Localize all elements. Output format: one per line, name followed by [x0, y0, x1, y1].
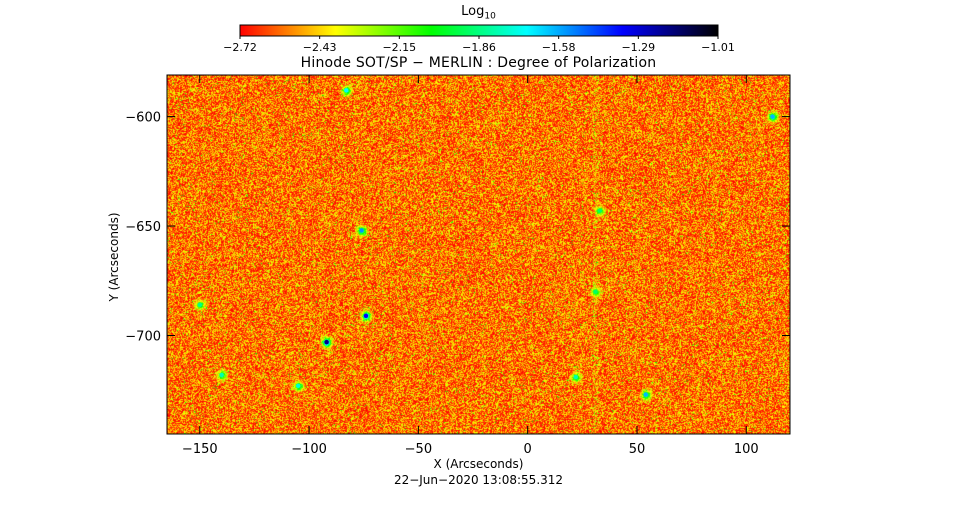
- feature-point: [344, 88, 349, 93]
- x-tick-label: 100: [734, 442, 759, 457]
- x-tick-label: −100: [291, 442, 327, 457]
- colorbar-tick-label: −1.01: [701, 41, 735, 54]
- y-tick-label: −700: [125, 329, 161, 344]
- plot-area: −150 −100 −50 0 50 100 −600 −650 −700: [125, 74, 791, 457]
- x-axis-label: X (Arcseconds): [433, 457, 524, 471]
- colorbar: [239, 24, 719, 37]
- feature-point: [219, 372, 224, 378]
- feature-point: [593, 289, 598, 294]
- feature-point: [295, 383, 301, 389]
- colorbar-tick-label: −2.43: [303, 41, 337, 54]
- y-tick-label: −650: [125, 220, 161, 235]
- colorbar-title: Log10: [461, 4, 496, 22]
- feature-markers: [197, 88, 775, 397]
- feature-point: [197, 302, 202, 308]
- feature-point: [770, 114, 775, 119]
- x-tick-label: −50: [405, 442, 432, 457]
- x-tick-label: 50: [629, 442, 646, 457]
- colorbar-tick-label: −2.15: [382, 41, 416, 54]
- feature-point: [643, 392, 648, 397]
- x-axis: −150 −100 −50 0 50 100: [182, 75, 759, 457]
- feature-point: [324, 339, 329, 345]
- colorbar-ticks: −2.72 −2.43 −2.15 −1.86 −1.58 −1.29 −1.01: [223, 36, 735, 54]
- heatmap-image: [167, 75, 790, 434]
- feature-point: [359, 228, 364, 233]
- y-axis-label: Y (Arcseconds): [107, 212, 121, 302]
- colorbar-tick-label: −1.58: [542, 41, 576, 54]
- timestamp: 22−Jun−2020 13:08:55.312: [393, 473, 564, 487]
- colorbar-tick-label: −1.29: [621, 41, 655, 54]
- x-tick-label: 0: [524, 442, 532, 457]
- colorbar-tick-label: −1.86: [462, 41, 496, 54]
- y-axis: −600 −650 −700: [125, 111, 790, 344]
- feature-point: [573, 374, 578, 380]
- plot-frame: [166, 74, 791, 435]
- feature-point: [363, 313, 369, 318]
- feature-point: [597, 208, 603, 213]
- x-tick-label: −150: [182, 442, 218, 457]
- y-tick-label: −600: [125, 111, 161, 126]
- colorbar-tick-label: −2.72: [223, 41, 257, 54]
- plot-title: Hinode SOT/SP − MERLIN : Degree of Polar…: [300, 55, 657, 71]
